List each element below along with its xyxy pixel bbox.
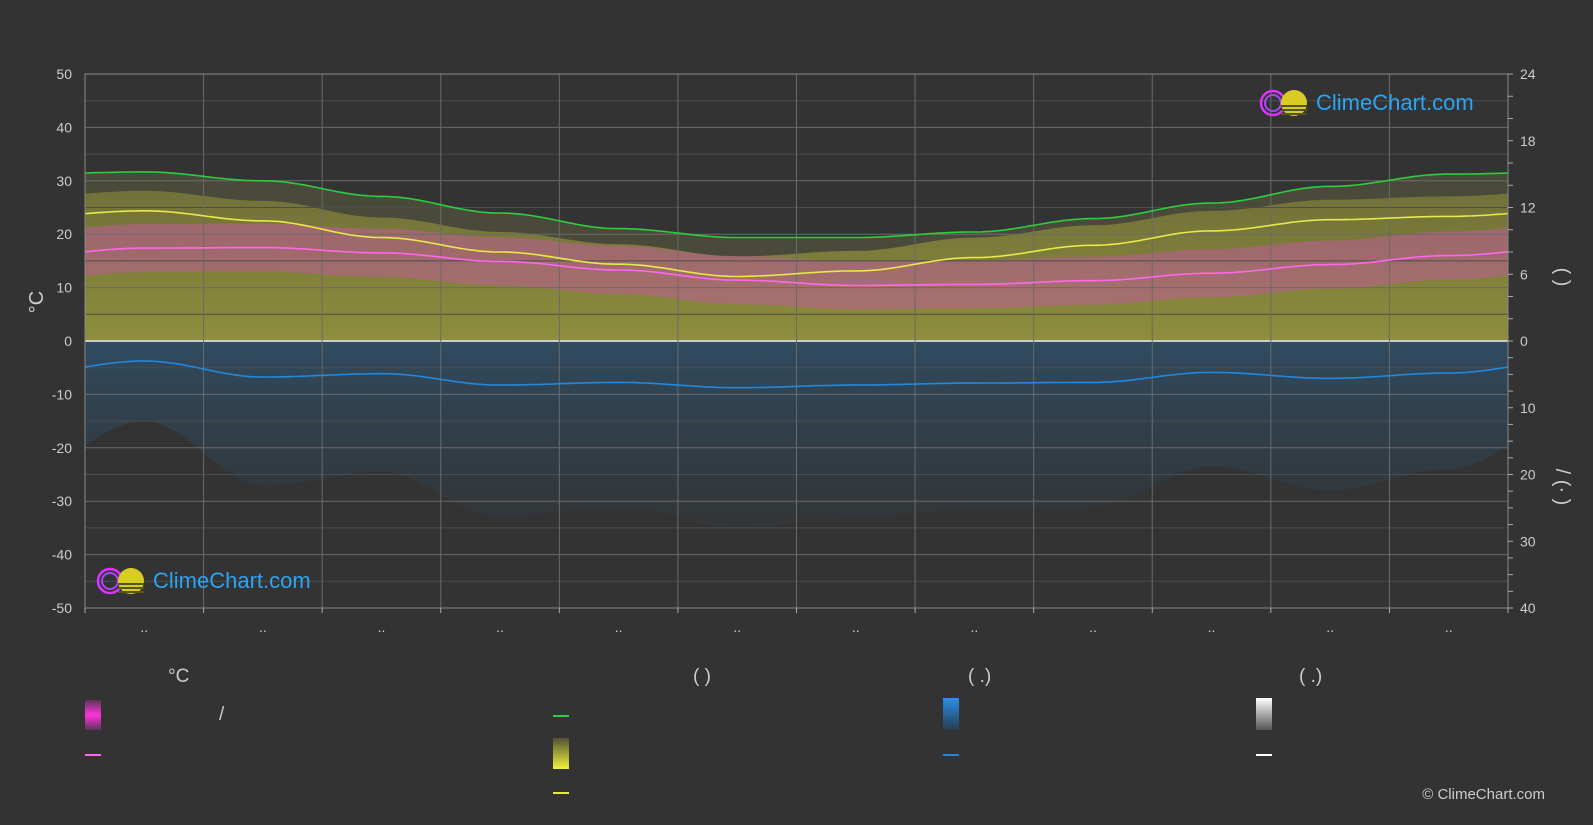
right-axis-label-bottom: / (· ): [1551, 469, 1573, 506]
legend-swatch-daylight: [553, 715, 569, 717]
left-tick-label: -10: [52, 386, 72, 402]
right-tick-label-hours: 18: [1520, 133, 1536, 149]
legend-swatch-snow-line: [1256, 754, 1272, 756]
legend-swatch-temp-range: [85, 700, 101, 730]
month-label: ..: [1445, 619, 1453, 635]
copyright: © ClimeChart.com: [1422, 786, 1545, 803]
axes: [84, 73, 1513, 613]
left-tick-labels: 50 40 30 20 10 0 -10 -20 -30 -40 -50: [52, 66, 72, 616]
legend-header-rain: ( .): [968, 666, 992, 687]
logo-bottom[interactable]: ClimeChart.com: [95, 566, 311, 596]
right-tick-label-mm: 30: [1520, 533, 1536, 549]
month-label: ..: [970, 619, 978, 635]
left-tick-label: -50: [52, 600, 72, 616]
month-label: ..: [1208, 619, 1216, 635]
left-tick-label: 0: [64, 333, 72, 349]
legend-swatch-precip-line: [943, 754, 959, 756]
legend-header-temperature: °C: [168, 666, 190, 687]
left-tick-label: 50: [56, 66, 72, 82]
legend-swatch-snow-area: [1256, 698, 1272, 730]
left-axis-label: °C: [26, 291, 48, 313]
right-tick-label-hours: 6: [1520, 266, 1528, 282]
legend-header-sun: ( ): [693, 666, 711, 687]
month-label: ..: [852, 619, 860, 635]
month-label: ..: [496, 619, 504, 635]
right-tick-label-hours: 12: [1520, 200, 1536, 216]
left-tick-label: -40: [52, 547, 72, 563]
logo-text: ClimeChart.com: [1316, 90, 1474, 115]
logo-icon: [1259, 89, 1307, 117]
sunshine-line: [84, 210, 1509, 278]
right-tick-label-hours: 0: [1520, 333, 1528, 349]
series-lines: [84, 171, 1509, 389]
left-tick-label: -20: [52, 440, 72, 456]
month-label: ..: [1326, 619, 1334, 635]
left-tick-label: 20: [56, 226, 72, 242]
logo-text: ClimeChart.com: [153, 568, 311, 593]
legend-header-snow: ( .): [1299, 666, 1323, 687]
precipitation-line: [84, 360, 1509, 389]
month-label: ..: [259, 619, 267, 635]
right-tick-label-mm: 20: [1520, 467, 1536, 483]
grid: [85, 73, 1508, 609]
left-tick-label: 40: [56, 119, 72, 135]
month-label: ..: [733, 619, 741, 635]
right-tick-label-mm: 10: [1520, 400, 1536, 416]
month-label: ..: [1089, 619, 1097, 635]
right-axis-label-top: ( ): [1551, 268, 1573, 287]
logo-top[interactable]: ClimeChart.com: [1258, 88, 1474, 118]
left-tick-label: -30: [52, 493, 72, 509]
right-tick-label-mm: 40: [1520, 600, 1536, 616]
legend-swatch-sunshine-line: [553, 792, 569, 794]
logo-icon: [96, 567, 144, 595]
legend-swatch-sunshine-area: [553, 738, 569, 769]
legend-swatch-avg-temp: [85, 754, 101, 756]
left-tick-label: 30: [56, 173, 72, 189]
right-tick-labels: 24 18 12 6 0 10 20 30 40: [1520, 66, 1536, 616]
month-label: ..: [140, 619, 148, 635]
avg-temp-line: [84, 246, 1509, 287]
legend-swatch-precip-area: [943, 698, 959, 730]
month-labels: ........................: [140, 619, 1452, 635]
month-label: ..: [615, 619, 623, 635]
month-label: ..: [378, 619, 386, 635]
daylight-line: [84, 171, 1509, 239]
right-tick-label-hours: 24: [1520, 66, 1536, 82]
left-tick-label: 10: [56, 280, 72, 296]
legend-slash: /: [219, 704, 225, 725]
